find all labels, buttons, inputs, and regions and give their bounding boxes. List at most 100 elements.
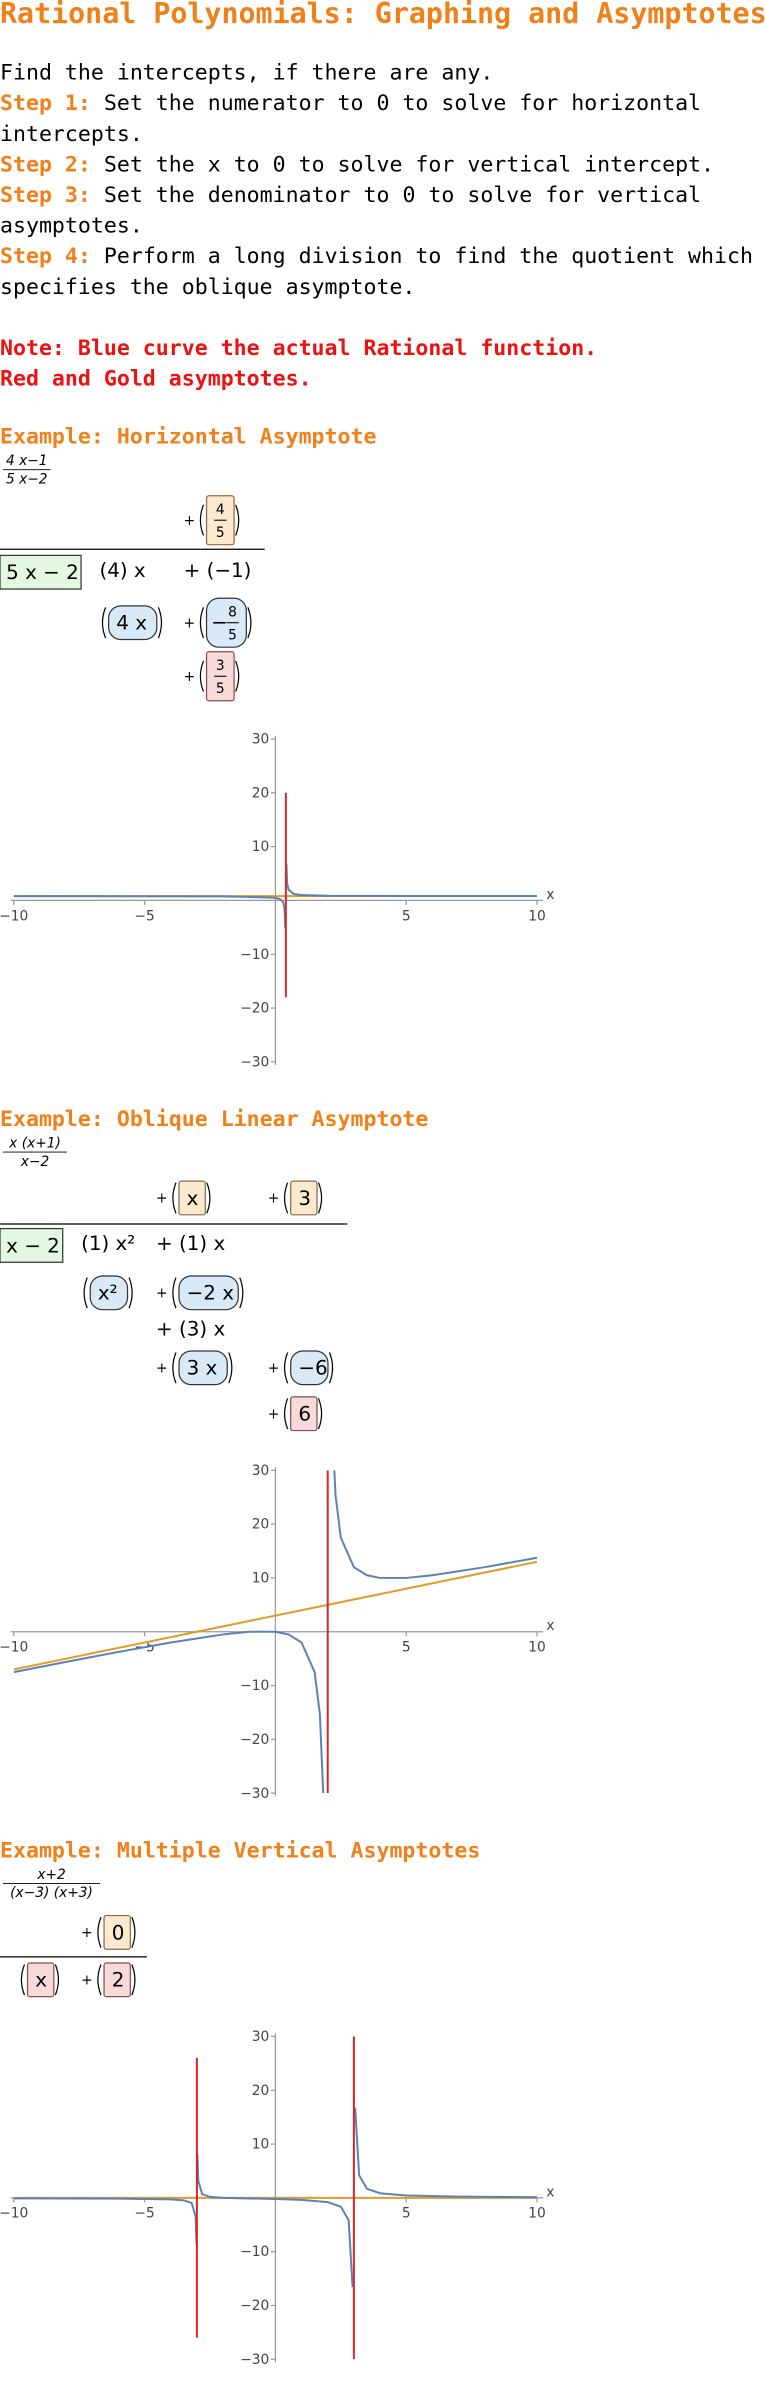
term-sign: +: [184, 615, 196, 631]
term: 2: [112, 1969, 125, 1992]
paren: [131, 1916, 136, 1948]
y-tick-label: 10: [252, 839, 270, 855]
fraction-denominator: 5 x−2: [6, 471, 48, 487]
step-label: Step 3:: [0, 183, 91, 208]
paren: [283, 1398, 289, 1430]
paren: [131, 1964, 136, 1996]
x-axis-label: x: [546, 887, 554, 903]
y-tick-label: −30: [240, 1786, 269, 1802]
term-sign: +: [81, 1972, 93, 1988]
paren: [128, 1277, 133, 1309]
x-tick-label: −10: [0, 908, 28, 924]
term-sign: +: [268, 1191, 280, 1207]
y-tick-label: 10: [252, 1571, 270, 1587]
divisor-box: [0, 1227, 64, 1263]
paren: [199, 607, 205, 639]
paren: [235, 660, 240, 692]
paren: [97, 1916, 102, 1948]
term-box: [290, 1180, 318, 1216]
divisor: 5 x − 2: [6, 561, 79, 584]
step-line: specifies the oblique asymptote.: [0, 275, 415, 300]
term: 3 x: [187, 1357, 218, 1380]
step-label: Step 4:: [0, 244, 91, 269]
x-tick-label: −5: [134, 908, 154, 924]
example-heading: Example: Multiple Vertical Asymptotes: [0, 1838, 480, 1863]
step-line: Step 1: Set the numerator to 0 to solve f…: [0, 91, 701, 116]
paren: [54, 1964, 60, 1996]
paren: [97, 1964, 102, 1996]
intro: Find the intercepts, if there are any.: [0, 61, 493, 86]
paren: [157, 607, 163, 639]
example: Example: Horizontal Asymptote 4 x−1 5 x−2 +…: [0, 425, 376, 702]
term: 6: [298, 1403, 311, 1426]
paren: [283, 1182, 289, 1214]
paren: [239, 1277, 244, 1309]
y-tick-label: −10: [240, 2244, 269, 2260]
term: 3: [298, 1187, 311, 1210]
curve: [13, 863, 538, 929]
steps: Step 1: Set the numerator to 0 to solve f…: [0, 91, 753, 300]
fraction-den: 5: [216, 681, 225, 697]
step-text: intercepts.: [0, 122, 143, 147]
term-box: [290, 1350, 329, 1386]
step-text: Set the denominator to 0 to solve for ve…: [104, 183, 701, 208]
step-line: asymptotes.: [0, 214, 143, 239]
note: Note: Blue curve the actual Rational fun…: [0, 336, 597, 361]
term: + (3) x: [156, 1318, 225, 1341]
term: 0: [112, 1921, 125, 1944]
y-tick-label: 30: [252, 2029, 270, 2045]
example: Example: Oblique Linear Asymptote x (x+1)…: [0, 1107, 428, 1432]
y-tick-label: −10: [240, 947, 269, 963]
paren: [317, 1398, 323, 1430]
paren: [101, 607, 107, 639]
term-box: [178, 1350, 228, 1386]
term-box: [290, 1396, 318, 1432]
x-tick-label: 10: [528, 2206, 546, 2222]
term-sign: +: [268, 1360, 280, 1376]
note: Red and Gold asymptotes.: [0, 367, 312, 392]
step-line: intercepts.: [0, 122, 143, 147]
fraction-numerator: x+2: [36, 1867, 65, 1883]
term-sign: +: [156, 1285, 168, 1301]
y-tick-label: 20: [252, 2083, 270, 2099]
y-tick-label: −10: [240, 1678, 269, 1694]
fraction-numerator: 4 x−1: [6, 453, 48, 469]
term-box: [178, 1275, 239, 1311]
step-text: specifies the oblique asymptote.: [0, 275, 415, 300]
term-sign: +: [184, 669, 196, 685]
term-box: [103, 1962, 131, 1998]
example-heading: Example: Oblique Linear Asymptote: [0, 1107, 428, 1132]
x-axis-label: x: [546, 2184, 554, 2200]
x-axis-label: x: [546, 1618, 554, 1634]
fraction-num: 8: [228, 605, 237, 621]
paren: [247, 607, 252, 639]
x-tick-label: 10: [528, 908, 546, 924]
y-tick-label: 30: [252, 732, 270, 748]
paren: [83, 1277, 88, 1309]
term-box: [103, 1914, 131, 1950]
term: x: [35, 1969, 47, 1992]
term: −6: [298, 1357, 327, 1380]
fraction-den: 5: [216, 525, 225, 541]
paren: [317, 1182, 323, 1214]
term-sign: +: [268, 1406, 280, 1422]
term: + (−1): [184, 559, 252, 582]
x-tick-label: −10: [0, 2206, 28, 2222]
term: x: [187, 1187, 199, 1210]
paren: [228, 1352, 233, 1384]
step-line: Step 4: Perform a long division to find t…: [0, 244, 753, 269]
fraction-denominator: x−2: [20, 1154, 49, 1170]
x-tick-label: −10: [0, 1640, 28, 1656]
step-line: Step 3: Set the denominator to 0 to solve…: [0, 183, 701, 208]
fraction-numerator: x (x+1): [8, 1136, 61, 1152]
term-sign: +: [184, 513, 196, 529]
y-tick-label: 20: [252, 1517, 270, 1533]
x-tick-label: 5: [402, 908, 411, 924]
step-text: Set the numerator to 0 to solve for hori…: [104, 91, 701, 116]
y-tick-label: 30: [252, 1463, 270, 1479]
term: (4) x: [99, 559, 145, 582]
